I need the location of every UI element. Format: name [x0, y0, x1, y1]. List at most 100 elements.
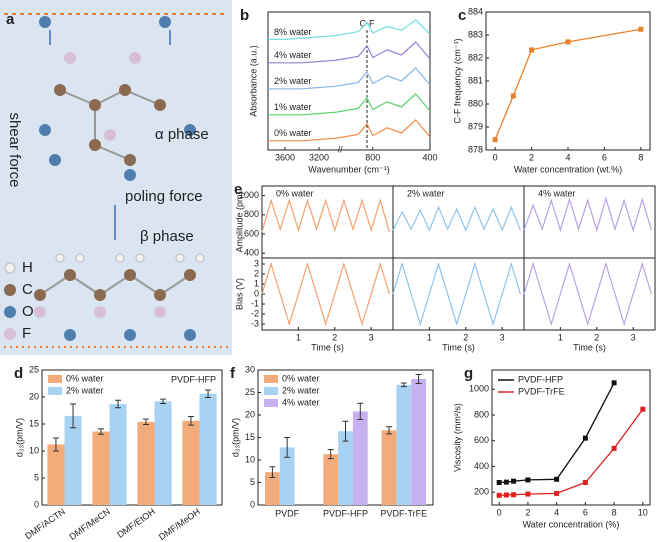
bar: [352, 411, 368, 505]
error-bar: [400, 382, 407, 388]
y-tick-label: 25: [245, 387, 255, 397]
plot-frame: [267, 11, 431, 151]
x-axis-label: Time (s): [573, 342, 606, 352]
error-bar: [342, 420, 349, 442]
y-tick-label: 10: [245, 454, 255, 464]
bar: [381, 430, 397, 505]
spectrum-line: [268, 41, 431, 64]
y-tick-label: 879: [468, 121, 483, 131]
data-point: [496, 480, 502, 485]
panel-label: d: [14, 365, 23, 382]
panel-label: a: [6, 11, 15, 28]
bar: [64, 415, 82, 505]
x-tick-label: 3: [631, 332, 636, 342]
data-line: [499, 408, 644, 497]
bar: [199, 393, 217, 505]
data-point: [638, 26, 644, 32]
error-bar: [160, 398, 167, 404]
data-point: [525, 477, 531, 483]
y-tick-label: 1: [254, 278, 259, 288]
legend-label: 2% water: [66, 385, 104, 395]
bar: [137, 421, 155, 505]
y-tick-label: 400: [244, 248, 259, 258]
label-poling: poling force: [125, 188, 203, 205]
axis-break: //: [338, 144, 344, 154]
y-tick-label: 10: [29, 445, 39, 455]
label-beta: β phase: [140, 228, 194, 245]
legend-swatch: [264, 387, 278, 395]
x-tick-label: PVDF-TrFE: [380, 508, 427, 518]
bar: [92, 431, 110, 505]
x-tick-label: 0: [493, 152, 498, 162]
bias-line: [392, 261, 521, 327]
spectrum-line: [268, 19, 431, 40]
x-tick-label: PVDF-HFP: [323, 508, 368, 518]
y-tick-label: 400: [474, 461, 489, 471]
y-axis-label: Viscosity (mm²/s): [452, 403, 462, 472]
legend-label: 0% water: [282, 373, 320, 383]
error-bar: [386, 426, 393, 435]
y-tick-label: 0: [34, 499, 39, 509]
x-tick-label: 10: [638, 507, 648, 517]
x-tick-label: 4: [565, 152, 570, 162]
legend-swatch: [48, 375, 62, 383]
y-tick-label: 200: [474, 487, 489, 497]
x-tick-label: 2: [463, 332, 468, 342]
atoms: [4, 16, 205, 341]
y-tick-label: -2: [251, 308, 259, 318]
panel-label: g: [464, 365, 473, 382]
bar: [154, 401, 172, 505]
y-axis-label: Absorbance (a.u.): [248, 45, 258, 117]
data-point: [492, 137, 498, 143]
amplitude-line: [261, 198, 390, 233]
legend-swatch: [48, 387, 62, 395]
data-line: [494, 28, 642, 140]
spectrum-line: [268, 119, 431, 142]
y-axis-label: d₃₃(pm/V): [14, 418, 24, 457]
x-tick-label: 2: [525, 507, 530, 517]
y-axis-label: Bias (V): [234, 278, 244, 310]
bar: [47, 444, 65, 505]
amplitude-line: [392, 205, 521, 232]
error-bar: [357, 402, 364, 420]
data-point: [503, 479, 509, 485]
y-tick-label: 25: [29, 364, 39, 374]
y-tick-label: 600: [244, 228, 259, 238]
spectrum-line: [268, 67, 431, 90]
bar: [411, 379, 426, 505]
x-tick-label: 3200: [309, 152, 329, 162]
x-tick-label: 4: [554, 507, 559, 517]
x-axis-label: Time (s): [311, 342, 344, 352]
y-tick-label: 0: [250, 499, 255, 509]
x-tick-label: 400: [422, 152, 437, 162]
x-tick-label: 3: [369, 332, 374, 342]
error-bar: [327, 449, 334, 460]
y-tick-label: 20: [29, 391, 39, 401]
label-alpha: α phase: [155, 126, 209, 143]
legend-label: 8% water: [274, 27, 312, 37]
x-tick-label: DMF/MeCN: [67, 506, 112, 541]
error-bar: [115, 399, 122, 409]
bar: [323, 454, 339, 505]
annotation: PVDF-HFP: [171, 374, 216, 384]
data-point: [582, 435, 588, 441]
x-tick-label: 1: [296, 332, 301, 342]
y-axis-label: Amplitude (pm): [234, 191, 244, 252]
y-tick-label: 884: [468, 6, 483, 16]
legend-label: 0% water: [66, 373, 104, 383]
y-tick-label: 600: [474, 435, 489, 445]
bar: [279, 447, 295, 505]
plot-frame: [485, 11, 651, 151]
data-point: [503, 492, 509, 498]
legend-label: 4% water: [274, 50, 312, 60]
legend-swatch: [264, 375, 278, 383]
data-point: [611, 380, 617, 386]
y-tick-label: 20: [245, 409, 255, 419]
legend-f: F: [22, 325, 31, 342]
x-axis-label: Wavenumber (cm⁻¹): [308, 164, 389, 174]
x-tick-label: 2: [332, 332, 337, 342]
x-tick-label: 1: [558, 332, 563, 342]
group-label: 0% water: [276, 188, 314, 198]
bias-line: [523, 261, 652, 327]
